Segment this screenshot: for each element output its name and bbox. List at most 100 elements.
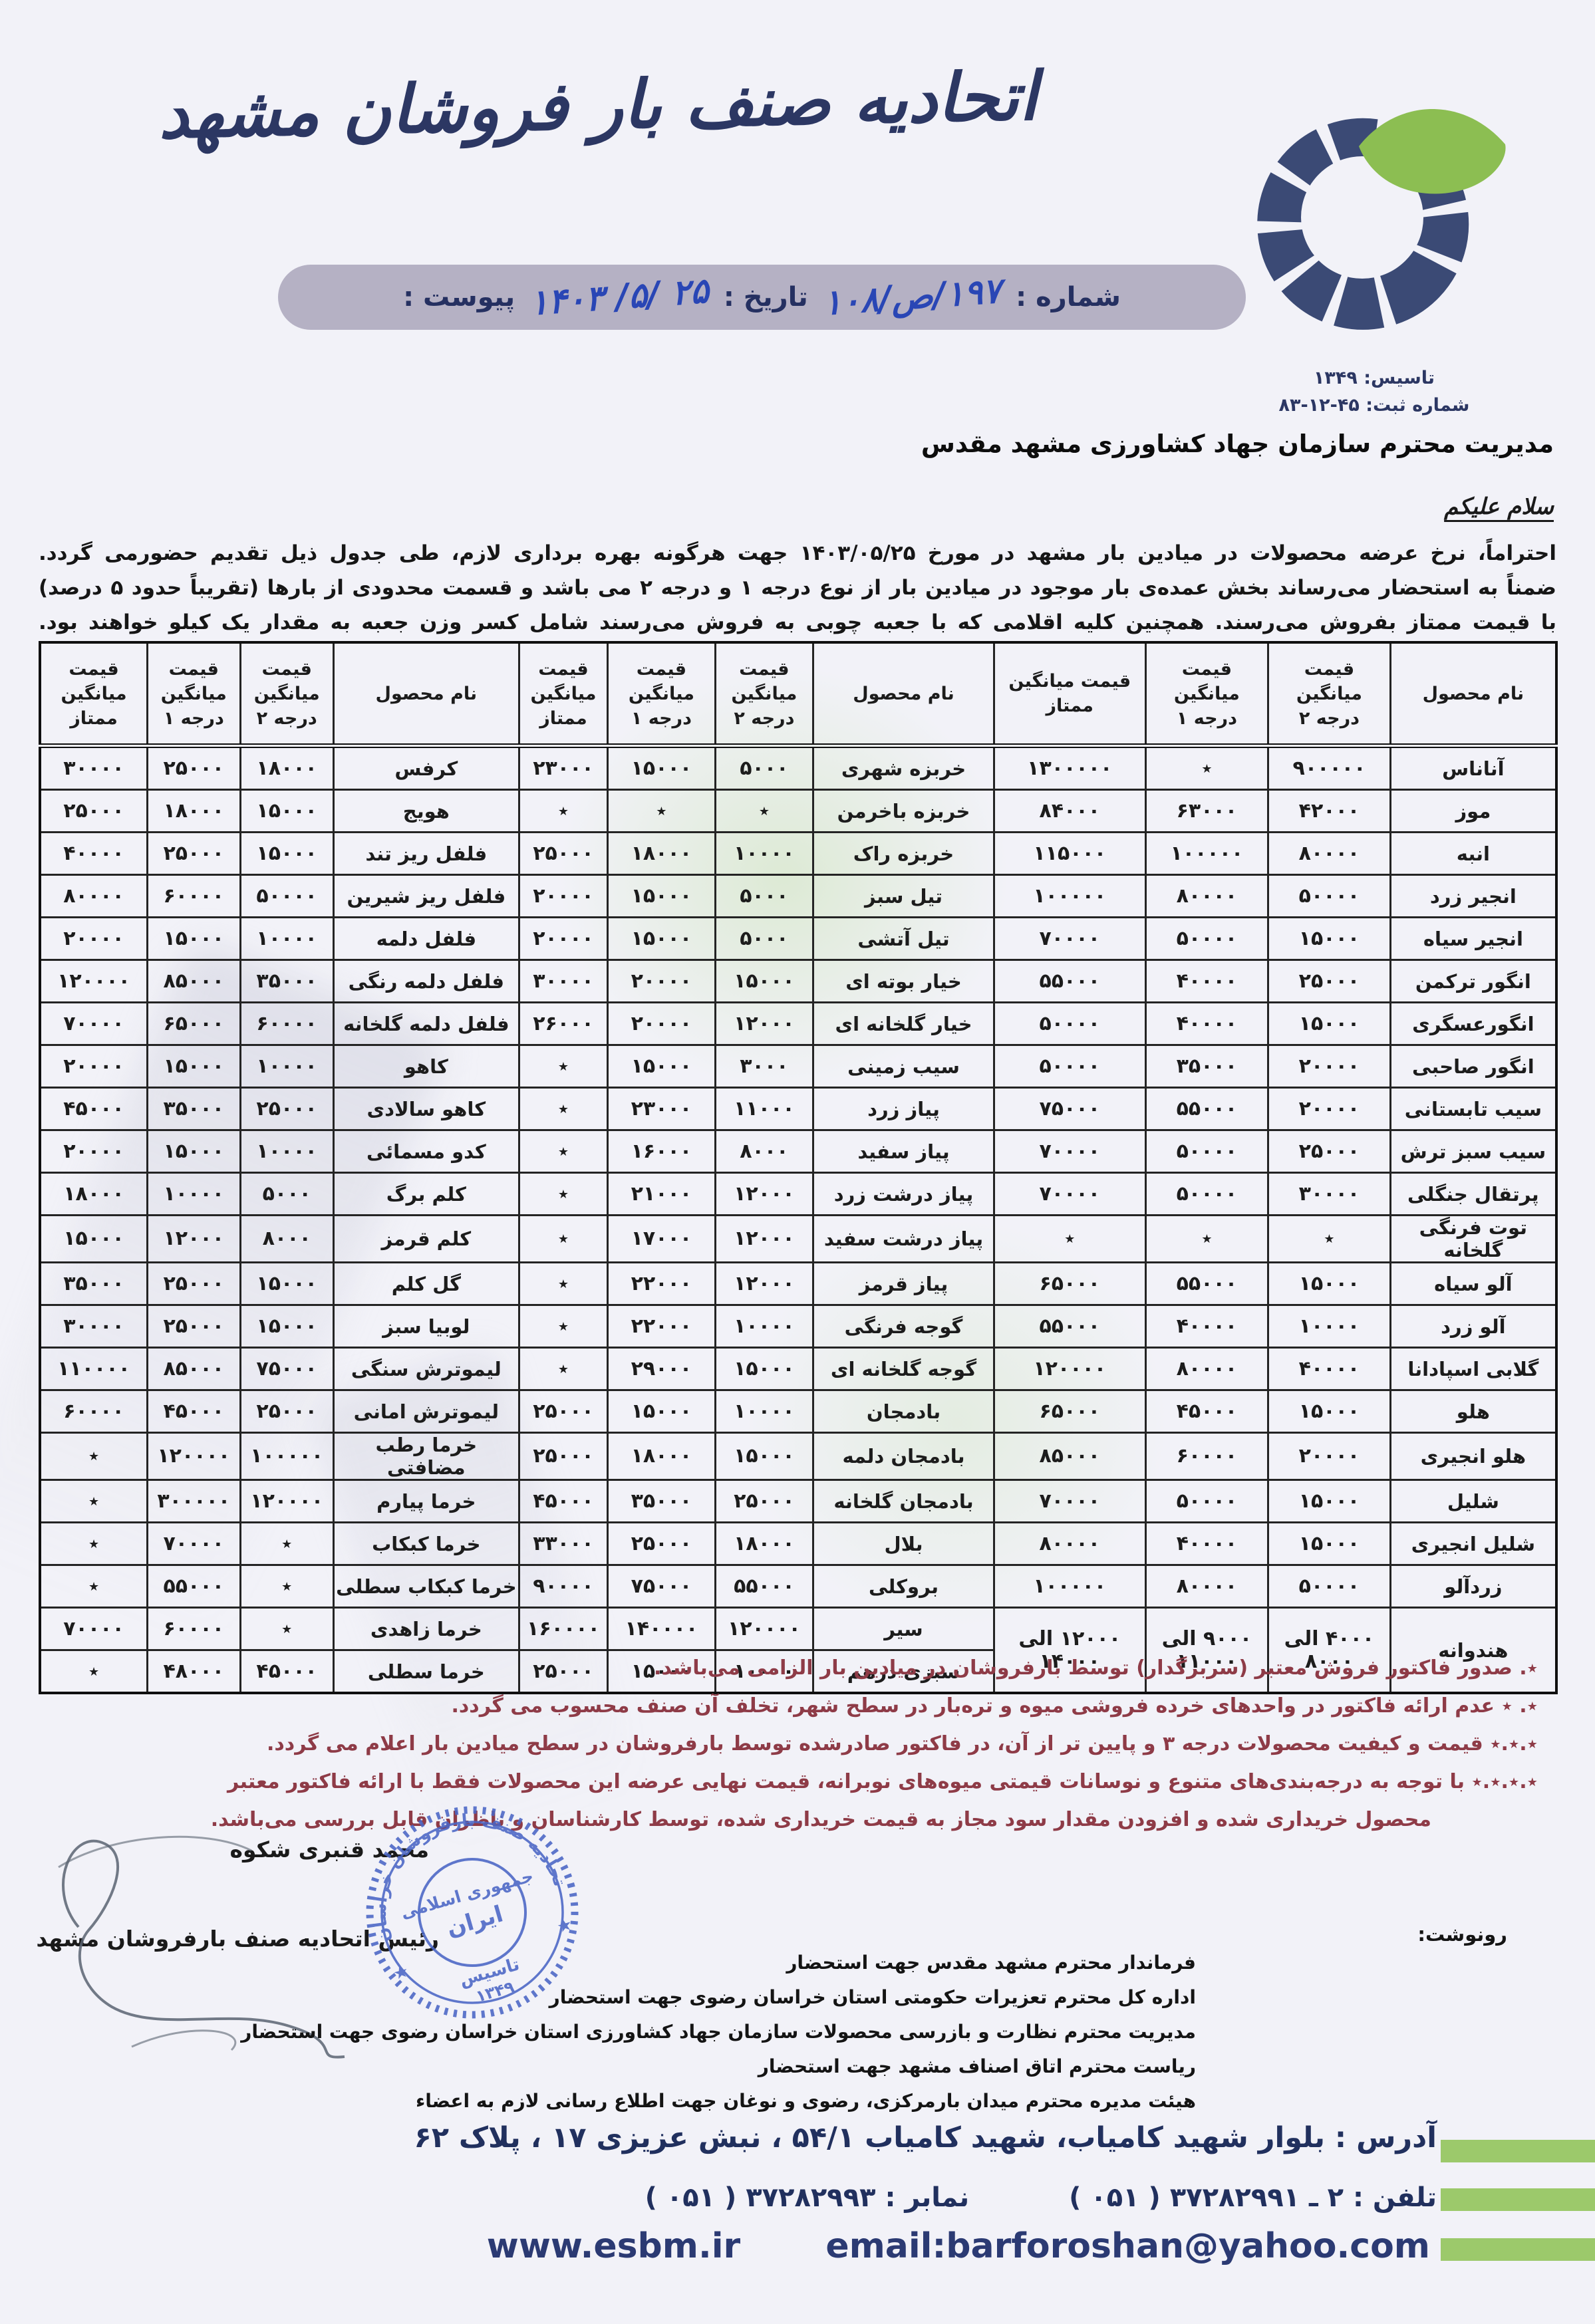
price-cell: ۶۵۰۰۰ xyxy=(992,1389,1147,1434)
union-logo-icon xyxy=(1257,109,1506,330)
product-name-cell: انبه xyxy=(1389,831,1558,876)
copy-item: ریاست محترم اتاق اصناف مشهد جهت استحضار xyxy=(758,2055,1196,2077)
product-name-cell: بروکلی xyxy=(812,1564,995,1609)
price-cell: ۲۰۰۰۰ xyxy=(517,916,609,961)
price-cell: ۷۰۰۰۰ xyxy=(146,1521,241,1566)
price-cell: ۱۲۰۰۰ الی ۱۴۰۰۰ xyxy=(992,1607,1147,1694)
price-cell: ٭ xyxy=(1267,1214,1391,1263)
price-cell: ۳۰۰۰۰ xyxy=(517,959,609,1003)
price-cell: ۱۵۰۰۰ xyxy=(1267,1479,1391,1523)
price-cell: ۸۰۰۰۰ xyxy=(1144,874,1270,918)
price-cell: ٭ xyxy=(39,1564,149,1609)
price-cell: ۳۰۰۰۰۰ xyxy=(146,1479,241,1523)
price-cell: ٭ xyxy=(239,1607,335,1651)
price-table: نام محصول قیمت میانگین درجه ۲ قیمت میانگین… xyxy=(39,641,1558,1694)
price-cell: ۴۰۰۰۰ xyxy=(39,831,149,876)
letter-body: احتراماً، نرخ عرضه محصولات در میادین بار… xyxy=(39,536,1556,640)
col-header-price: قیمت میانگین درجه ۲ xyxy=(714,641,815,748)
price-cell: ٭ xyxy=(714,789,815,833)
price-cell: ۳۰۰۰ xyxy=(714,1044,815,1089)
product-name-cell: هلو xyxy=(1389,1389,1558,1434)
price-cell: ۱۸۰۰۰ xyxy=(146,789,241,833)
price-cell: ۴۰۰۰۰ xyxy=(1144,1304,1270,1349)
price-cell: ۱۵۰۰۰ xyxy=(607,916,716,961)
product-name-cell: آلو سیاه xyxy=(1389,1261,1558,1306)
price-cell: ۷۰۰۰۰ xyxy=(992,1479,1147,1523)
col-header-price: قیمت میانگین ممتاز xyxy=(517,641,609,748)
website-url: www.esbm.ir xyxy=(486,2226,741,2266)
body-line: با قیمت ممتاز بفروش می‌رسند. همچنین کلیه… xyxy=(39,610,1556,634)
price-cell: ۵۰۰۰ xyxy=(239,1172,335,1216)
price-cell: ٭ xyxy=(517,1347,609,1391)
price-cell: ۱۲۰۰۰ xyxy=(714,1214,815,1263)
price-cell: ۸۰۰۰۰ xyxy=(1144,1347,1270,1391)
price-cell: ٭ xyxy=(239,1564,335,1609)
price-cell: ۲۰۰۰۰ xyxy=(39,1044,149,1089)
price-cell: ۱۰۰۰۰۰ xyxy=(239,1432,335,1481)
price-cell: ۱۸۰۰۰ xyxy=(39,1172,149,1216)
price-cell: ۱۵۰۰۰ xyxy=(607,745,716,791)
price-cell: ۱۵۰۰۰ xyxy=(239,831,335,876)
price-cell: ۱۲۰۰۰ xyxy=(714,1261,815,1306)
price-cell: ۵۰۰۰۰ xyxy=(992,1001,1147,1046)
price-cell: ۳۵۰۰۰ xyxy=(1144,1044,1270,1089)
price-cell: ۱۵۰۰۰ xyxy=(607,874,716,918)
price-cell: ۱۵۰۰۰ xyxy=(146,1044,241,1089)
price-cell: ۲۰۰۰۰ xyxy=(39,1129,149,1174)
price-cell: ۵۵۰۰۰ xyxy=(714,1564,815,1609)
price-cell: ۸۰۰۰ xyxy=(239,1214,335,1263)
price-cell: ۱۲۰۰۰۰ xyxy=(992,1347,1147,1391)
price-cell: ٭ xyxy=(992,1214,1147,1263)
price-cell: ۳۰۰۰۰ xyxy=(1267,1172,1391,1216)
product-name-cell: خرما پیارم xyxy=(332,1479,520,1523)
price-cell: ۱۲۰۰۰۰ xyxy=(146,1432,241,1481)
union-title: اتحادیه صنف بار فروشان مشهد xyxy=(158,57,1038,154)
price-cell: ۱۸۰۰۰ xyxy=(607,831,716,876)
price-cell: ۱۵۰۰۰ xyxy=(39,1214,149,1263)
price-cell: ۵۵۰۰۰ xyxy=(992,959,1147,1003)
address-line: آدرس : بلوار شهید کامیاب، شهید کامیاب ۵۴… xyxy=(414,2121,1437,2154)
price-cell: ۲۰۰۰۰ xyxy=(517,874,609,918)
registration-text: شماره ثبت: ۴۵-۱۲-۸۳ xyxy=(1278,395,1470,416)
price-cell: ۱۰۰۰۰ xyxy=(146,1172,241,1216)
price-cell: ۲۵۰۰۰ xyxy=(146,1304,241,1349)
price-cell: ۴۵۰۰۰ xyxy=(39,1087,149,1131)
price-cell: ٭ xyxy=(39,1479,149,1523)
product-name-cell: کاهو xyxy=(332,1044,520,1089)
price-cell: ۵۰۰۰۰ xyxy=(1267,1564,1391,1609)
price-cell: ۶۳۰۰۰ xyxy=(1144,789,1270,833)
number-value-handwritten: ۱۹۷/ص/۱۰۸ xyxy=(821,271,1002,324)
product-name-cell: فلفل دلمه گلخانه xyxy=(332,1001,520,1046)
green-bar xyxy=(1441,2188,1595,2211)
body-line: ضمناً به استحضار می‌رساند بخش عمده‌ی بار… xyxy=(39,576,1557,600)
product-name-cell: پرتقال جنگلی xyxy=(1389,1172,1558,1216)
price-cell: ۱۱۰۰۰ xyxy=(714,1087,815,1131)
price-cell: ۷۰۰۰۰ xyxy=(992,916,1147,961)
product-name-cell: پیاز زرد xyxy=(812,1087,995,1131)
product-name-cell: خربزه راک xyxy=(812,831,995,876)
price-cell: ۱۵۰۰۰ xyxy=(607,1044,716,1089)
price-cell: ۸۵۰۰۰ xyxy=(992,1432,1147,1481)
price-cell: ۹۰۰۰ الی ۱۱۰۰۰ xyxy=(1144,1607,1270,1694)
product-name-cell: سیب سبز ترش xyxy=(1389,1129,1558,1174)
product-name-cell: کلم قرمز xyxy=(332,1214,520,1263)
product-name-cell: بلال xyxy=(812,1521,995,1566)
price-cell: ۱۵۰۰۰ xyxy=(1267,1521,1391,1566)
price-cell: ٭ xyxy=(517,1304,609,1349)
price-cell: ۸۰۰۰ xyxy=(714,1129,815,1174)
price-cell: ۱۵۰۰۰ xyxy=(1267,916,1391,961)
price-cell: ۷۰۰۰۰ xyxy=(992,1172,1147,1216)
recipient-line: مدیریت محترم سازمان جهاد کشاورزی مشهد مق… xyxy=(921,430,1554,458)
price-cell: ۱۰۰۰۰ xyxy=(239,1129,335,1174)
product-name-cell: سیب زمینی xyxy=(812,1044,995,1089)
product-name-cell: انگور صاحبی xyxy=(1389,1044,1558,1089)
product-name-cell: بادمجان دلمه xyxy=(812,1432,995,1481)
price-cell: ۱۵۰۰۰ xyxy=(607,1389,716,1434)
product-name-cell: انگور ترکمن xyxy=(1389,959,1558,1003)
price-cell: ۵۰۰۰ xyxy=(714,745,815,791)
logo-caption: تاسیس: ۱۳۴۹ شماره ثبت: ۴۵-۱۲-۸۳ xyxy=(1223,364,1526,419)
price-cell: ۹۰۰۰۰۰ xyxy=(1267,745,1391,791)
price-cell: ۱۶۰۰۰ xyxy=(607,1129,716,1174)
price-cell: ۵۵۰۰۰ xyxy=(146,1564,241,1609)
price-cell: ۴۰۰۰۰ xyxy=(1144,1001,1270,1046)
